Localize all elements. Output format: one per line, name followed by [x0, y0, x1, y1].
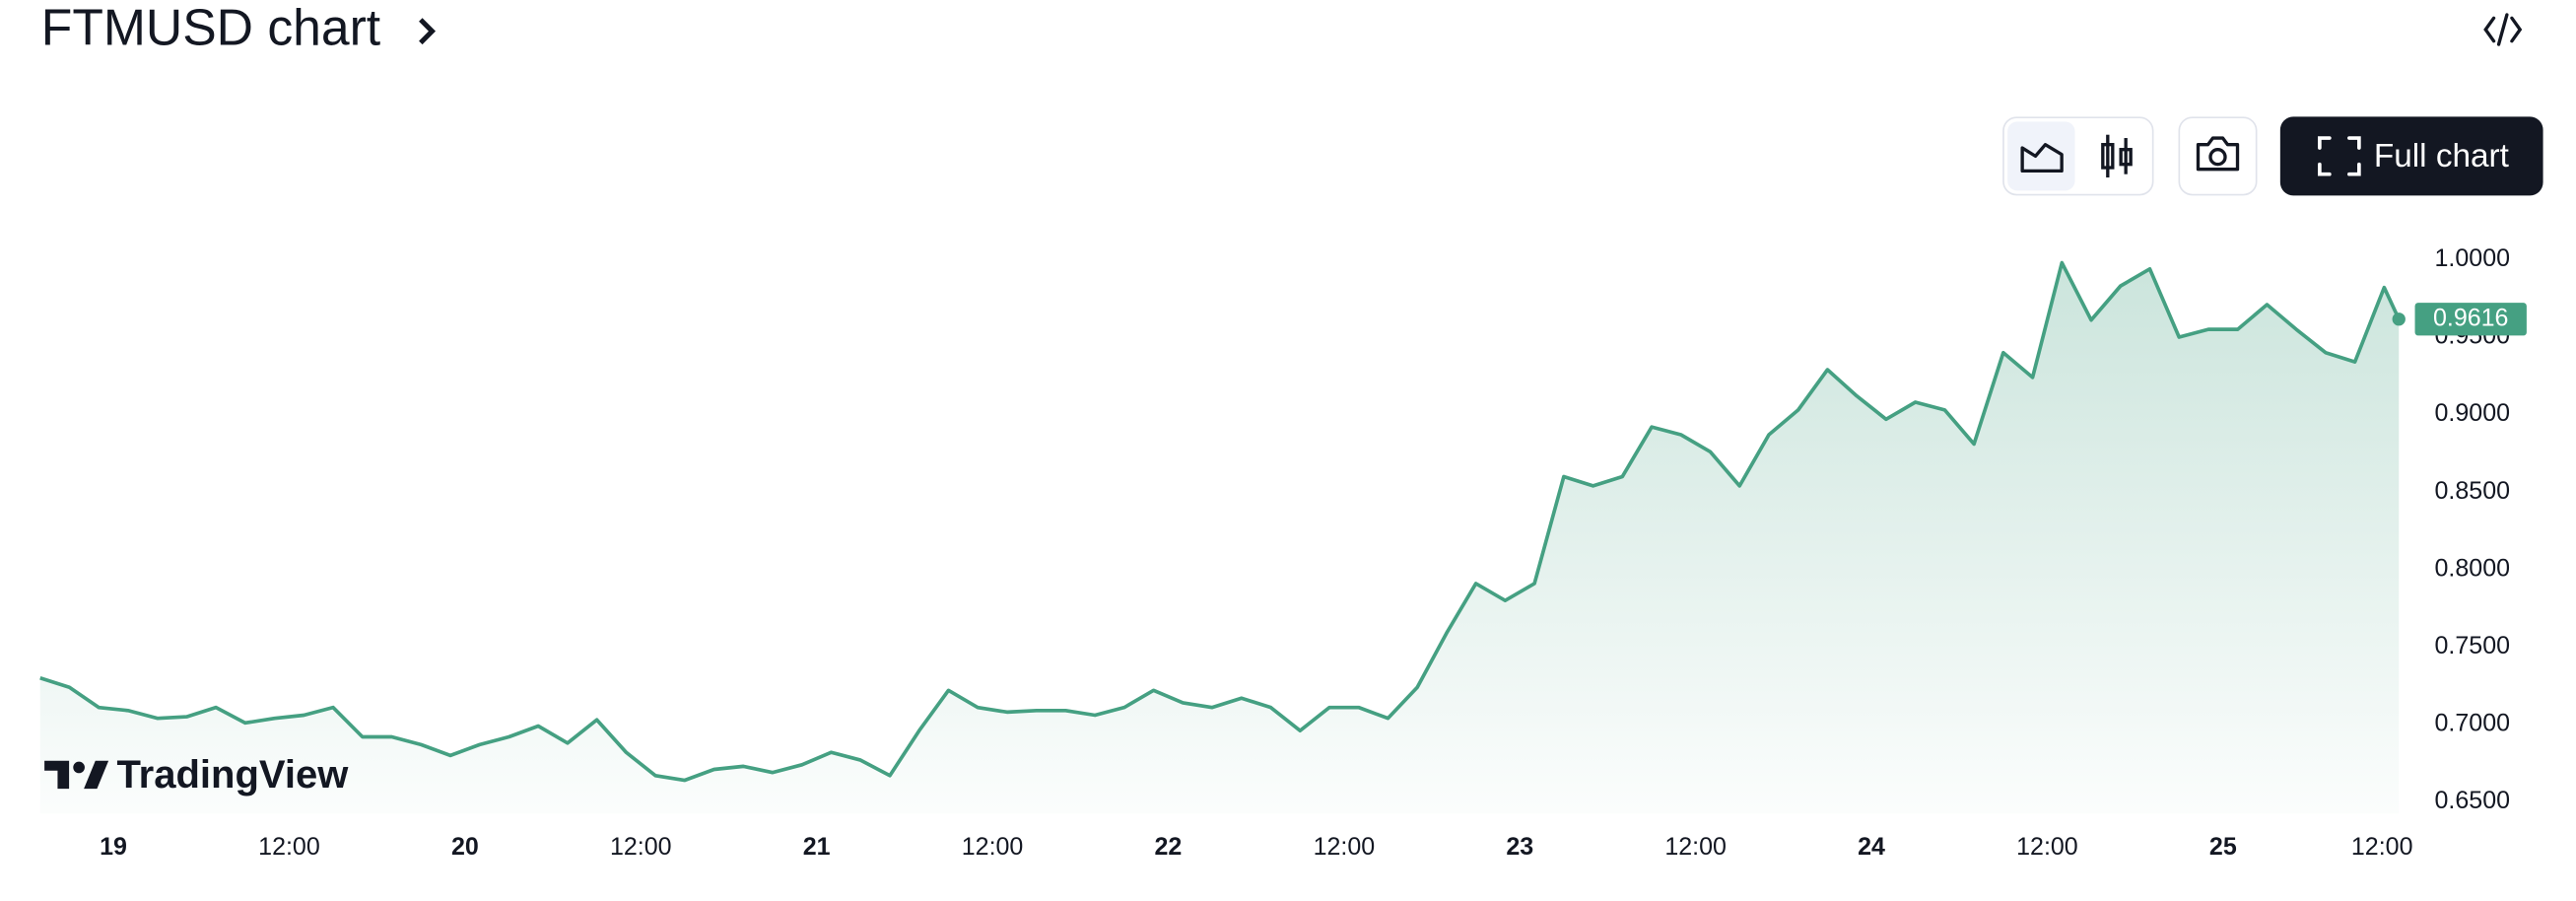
title-chevron[interactable] [419, 18, 437, 45]
area-icon [2020, 143, 2064, 173]
x-tick-label: 12:00 [610, 833, 672, 861]
embed-icon[interactable] [2483, 13, 2523, 46]
x-tick-label: 12:00 [962, 833, 1024, 861]
watermark-text: TradingView [116, 753, 349, 797]
x-tick-label: 25 [2209, 833, 2237, 861]
plot-area: 0.65000.70000.75000.80000.85000.90000.95… [39, 244, 2527, 861]
page-title[interactable]: FTMUSD chart [41, 0, 380, 55]
price-line [39, 260, 2401, 783]
last-price-label: 0.9616 [2433, 304, 2508, 331]
chart-style-toggle [2002, 116, 2154, 196]
y-tick-label: 1.0000 [2435, 244, 2510, 272]
x-tick-label: 20 [451, 833, 479, 861]
x-tick-label: 19 [100, 833, 127, 861]
x-tick-label: 12:00 [2351, 833, 2413, 861]
y-tick-label: 0.7500 [2435, 632, 2510, 659]
x-tick-label: 23 [1506, 833, 1533, 861]
tradingview-logo: TradingView [44, 753, 349, 797]
x-tick-label: 12:00 [1664, 833, 1727, 861]
candle-style-button[interactable] [2101, 134, 2133, 178]
x-tick-label: 21 [803, 833, 831, 861]
full-chart-button[interactable]: Full chart [2279, 116, 2543, 196]
y-tick-label: 0.9000 [2435, 399, 2510, 427]
screenshot-button[interactable] [2178, 116, 2258, 196]
x-tick-label: 12:00 [1314, 833, 1376, 861]
y-tick-label: 0.8000 [2435, 554, 2510, 582]
y-tick-label: 0.7000 [2435, 710, 2510, 737]
area-fill [39, 262, 2400, 814]
last-price-dot [2392, 312, 2406, 326]
x-tick-label: 22 [1155, 833, 1183, 861]
x-tick-label: 12:00 [2016, 833, 2078, 861]
last-price-tag [2414, 303, 2527, 336]
y-tick-label: 0.8500 [2435, 477, 2510, 505]
y-tick-label: 0.6500 [2435, 787, 2510, 814]
area-style-button[interactable] [2007, 121, 2075, 191]
x-tick-label: 12:00 [258, 833, 320, 861]
full-chart-label[interactable]: Full chart [2374, 138, 2510, 174]
x-tick-label: 24 [1858, 833, 1885, 861]
